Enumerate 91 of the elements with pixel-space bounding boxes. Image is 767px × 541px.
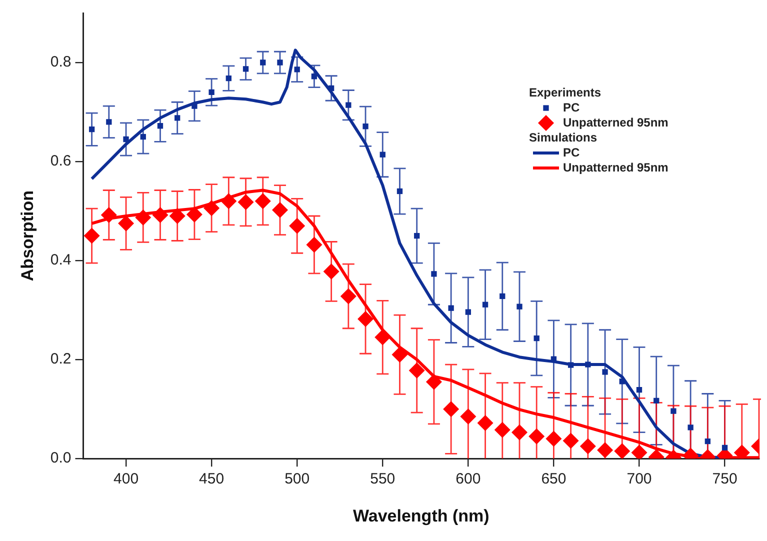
point (597, 442, 614, 458)
point (534, 335, 540, 342)
point (254, 193, 271, 210)
x-tick-label: 750 (712, 470, 738, 488)
point (722, 444, 728, 451)
point (306, 236, 322, 253)
point (614, 443, 630, 459)
point (431, 271, 437, 277)
point (580, 438, 596, 454)
y-tick-label: 0.4 (50, 252, 72, 269)
legend-label: Unpatterned 95nm (563, 160, 668, 174)
x-tick-label: 700 (626, 470, 652, 488)
point (277, 60, 283, 66)
point (346, 102, 352, 108)
y-tick-label: 0.0 (50, 450, 72, 467)
point (123, 136, 129, 142)
x-tick-label: 600 (456, 470, 481, 488)
point (174, 115, 180, 121)
point (88, 126, 95, 132)
point (500, 293, 506, 300)
point (477, 414, 494, 431)
point (106, 119, 112, 125)
point (562, 432, 579, 449)
point (414, 232, 420, 239)
point (323, 263, 340, 280)
point (294, 66, 300, 72)
point (152, 207, 168, 224)
point (511, 424, 528, 440)
point (631, 444, 648, 459)
point (482, 302, 488, 308)
point (585, 362, 591, 368)
y-tick-label: 0.2 (50, 350, 72, 368)
point (169, 208, 186, 224)
point (186, 206, 202, 223)
y-tick-label: 0.8 (50, 54, 72, 71)
point (670, 408, 676, 414)
point (135, 209, 152, 226)
point (602, 369, 608, 375)
point (362, 124, 368, 130)
point (734, 444, 750, 459)
point (654, 398, 660, 404)
point (528, 428, 545, 444)
annotation: Simulations (529, 130, 598, 144)
point (636, 386, 642, 393)
legend-label: PC (563, 100, 580, 114)
point (226, 76, 232, 82)
point (340, 288, 356, 304)
x-tick-label: 650 (541, 470, 566, 488)
point (426, 374, 442, 390)
point (396, 188, 403, 194)
point (118, 215, 134, 232)
x-axis-title: Wavelength (nm) (352, 506, 490, 526)
legend-label: Unpatterned 95nm (563, 115, 668, 130)
point (238, 194, 254, 210)
point (358, 310, 374, 327)
point (688, 424, 694, 430)
point (140, 134, 146, 140)
point (157, 123, 164, 129)
point (220, 193, 237, 210)
x-tick-label: 450 (199, 470, 224, 488)
point (392, 346, 408, 363)
point (260, 60, 266, 66)
point (408, 362, 425, 378)
point (208, 89, 214, 96)
point (619, 378, 625, 384)
y-tick-label: 0.6 (50, 152, 72, 170)
point (328, 85, 334, 92)
x-tick-label: 550 (370, 470, 396, 488)
annotation: Experiments (529, 85, 602, 100)
point (242, 66, 249, 72)
point (546, 430, 562, 447)
point (448, 305, 454, 311)
x-tick-label: 500 (284, 470, 310, 488)
point (204, 200, 220, 216)
point (84, 228, 100, 244)
y-axis-title: Absorption (18, 190, 37, 282)
point (289, 218, 306, 234)
legend-label: PC (563, 145, 580, 160)
point (704, 438, 711, 444)
point (443, 401, 460, 418)
point (460, 408, 476, 425)
point (516, 304, 522, 310)
x-tick-label: 400 (114, 470, 139, 488)
point (494, 422, 510, 438)
point (100, 207, 117, 224)
point (311, 74, 318, 80)
point (374, 329, 391, 346)
point (465, 309, 471, 315)
point (272, 202, 288, 218)
point (568, 362, 574, 368)
point (380, 152, 386, 158)
